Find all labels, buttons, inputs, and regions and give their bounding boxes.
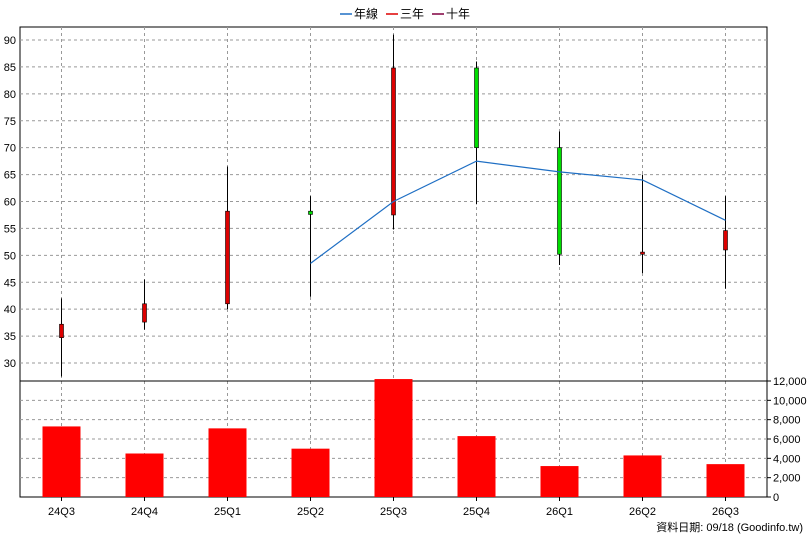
x-tick-label: 26Q1 [546,506,573,518]
volume-bar [125,453,164,497]
volume-bar [374,379,413,497]
x-tick-label: 25Q1 [214,506,241,518]
price-tick-label: 55 [4,223,16,235]
price-tick-label: 35 [4,331,16,343]
x-tick-label: 24Q4 [131,506,158,518]
series-line [310,160,726,264]
x-tick-label: 25Q4 [463,506,490,518]
candle-body [391,67,396,216]
volume-tick-label: 12,000 [773,376,807,388]
x-axis: 24Q3 24Q4 25Q1 25Q2 25Q3 25Q4 26Q1 26Q2 26Q3 [48,497,739,518]
candle-body [225,210,230,305]
price-tick-label: 80 [4,89,16,101]
candles [59,34,728,377]
volume-tick-label: 4,000 [773,453,801,465]
volume-bar [208,428,247,497]
volume-bars [42,379,745,497]
price-tick-label: 45 [4,277,16,289]
candle-body [59,323,64,338]
price-tick-label: 60 [4,197,16,209]
candle-body [474,67,479,148]
series-lines [310,160,726,264]
price-tick-label: 65 [4,170,16,182]
volume-tick-label: 8,000 [773,415,801,427]
x-tick-label: 25Q2 [297,506,324,518]
volume-tick-label: 0 [773,492,779,504]
price-tick-label: 90 [4,35,16,47]
volume-tick-label: 10,000 [773,395,807,407]
legend-label-ten-year: 十年 [446,7,470,21]
x-tick-label: 26Q2 [629,506,656,518]
candle-body [640,251,645,255]
candle-body [308,210,313,215]
volume-bar [291,448,330,497]
legend-label-three-year: 三年 [400,7,424,21]
candle-body [723,230,728,251]
data-date-footer: 資料日期: 09/18 (Goodinfo.tw) [656,520,803,534]
price-tick-label: 50 [4,250,16,262]
candle-body [142,303,147,323]
volume-bar [42,426,81,497]
x-tick-label: 24Q3 [48,506,75,518]
volume-bar [540,466,579,497]
price-tick-label: 75 [4,116,16,128]
price-tick-label: 85 [4,62,16,74]
volume-axis: 0 2,000 4,000 6,000 8,000 10,000 12,000 [767,376,807,504]
legend-label-annual: 年線 [354,6,378,21]
price-tick-label: 40 [4,304,16,316]
candle-body [557,147,562,255]
volume-bar [623,455,662,497]
volume-bar [706,464,745,497]
legend: 年線 三年 十年 [340,6,470,21]
volume-tick-label: 2,000 [773,473,801,485]
volume-bar [457,436,496,497]
volume-tick-label: 6,000 [773,434,801,446]
price-tick-label: 30 [4,358,16,370]
price-axis: 30 35 40 45 50 55 60 65 70 75 80 85 90 [4,35,16,370]
x-tick-label: 26Q3 [712,506,739,518]
price-tick-label: 70 [4,143,16,155]
x-tick-label: 25Q3 [380,506,407,518]
